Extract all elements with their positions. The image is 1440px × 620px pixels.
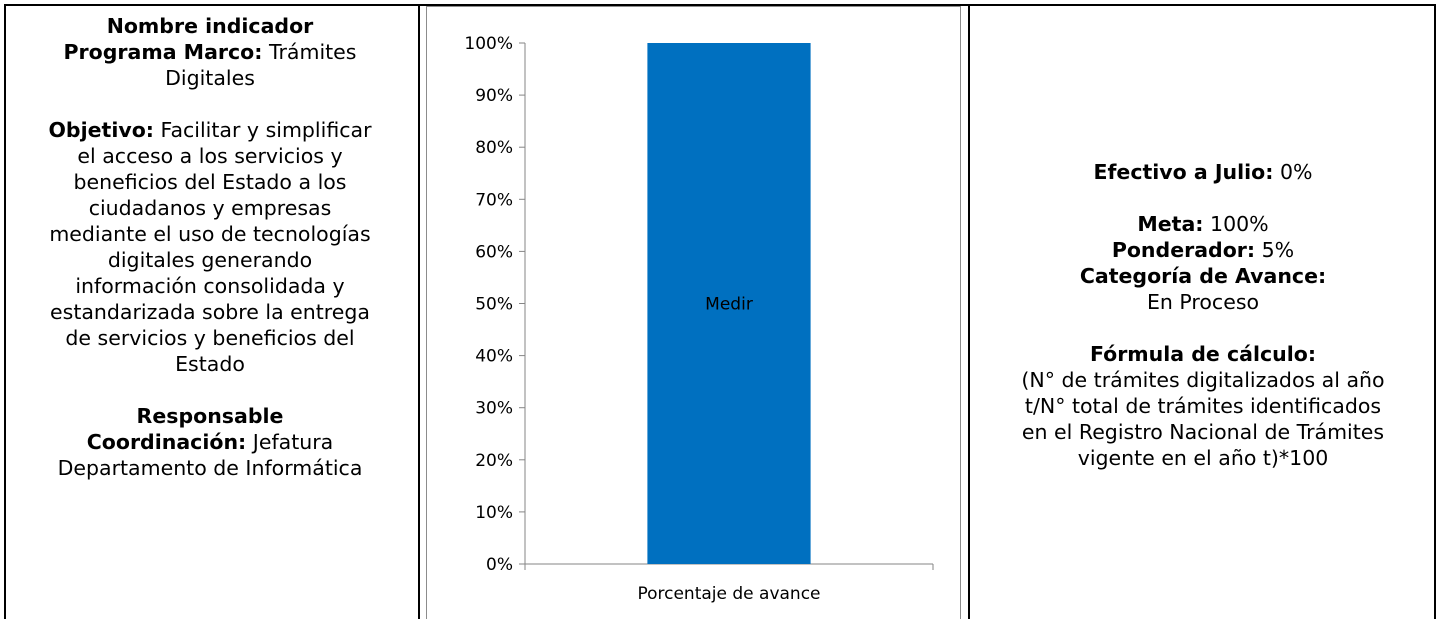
table-divider-2 [968, 4, 970, 619]
nombre-indicador-label: Nombre indicador [106, 14, 314, 38]
objetivo-line: Estado [175, 352, 245, 376]
indicator-info: Nombre indicador Programa Marco: Trámite… [8, 13, 412, 481]
objetivo-line: de servicios y beneficios del [65, 326, 355, 350]
formula-line: en el Registro Nacional de Trámites [1021, 420, 1385, 444]
meta-value: 100% [1210, 212, 1269, 236]
formula-line: t/N° total de trámites identificados [1024, 394, 1382, 418]
table-right-border [1434, 4, 1436, 619]
y-tick-label: 40% [475, 347, 513, 367]
y-tick-label: 90% [475, 86, 513, 106]
indicator-table [4, 4, 1436, 619]
formula-line: vigente en el año t)*100 [1077, 446, 1329, 470]
coordinacion-label: Coordinación: [86, 430, 247, 454]
chart-panel: 0% 10% 20% 30% 40% 50% 60% 70% 80% 90% 100% Medir Po… [426, 6, 961, 619]
objetivo-line: digitales generando [107, 248, 313, 272]
programa-marco-value: Trámites [268, 40, 357, 64]
objetivo-line: información consolidada y [75, 274, 345, 298]
programa-marco-label: Programa Marco: [63, 40, 263, 64]
y-tick-label: 70% [475, 190, 513, 210]
coordinacion-value-cont: Departamento de Informática [57, 456, 363, 480]
categoria-label: Categoría de Avance: [1079, 264, 1327, 288]
ponderador-label: Ponderador: [1111, 238, 1256, 262]
objetivo-line: el acceso a los servicios y [77, 144, 343, 168]
objetivo-text: Facilitar y simplificar [160, 118, 372, 142]
y-tick-label: 100% [464, 34, 513, 54]
table-top-border [4, 4, 1436, 6]
bar [647, 43, 811, 564]
x-tick-label: Porcentaje de avance [637, 584, 820, 604]
formula-line: (N° de trámites digitalizados al año [1021, 368, 1385, 392]
objetivo-line: ciudadanos y empresas [88, 196, 332, 220]
y-tick-label: 20% [475, 451, 513, 471]
formula-label: Fórmula de cálculo: [1089, 342, 1317, 366]
y-tick-label: 80% [475, 138, 513, 158]
meta-label: Meta: [1137, 212, 1204, 236]
indicator-status: Efectivo a Julio: 0% Meta: 100% Ponderad… [973, 159, 1433, 471]
bar-data-label: Medir [705, 295, 753, 315]
y-tick-label: 10% [475, 503, 513, 523]
table-left-border [4, 4, 6, 619]
coordinacion-value: Jefatura [252, 430, 334, 454]
objetivo-line: mediante el uso de tecnologías [49, 222, 371, 246]
programa-marco-value-cont: Digitales [165, 66, 255, 90]
categoria-value: En Proceso [1146, 290, 1260, 314]
table-divider-1 [418, 4, 420, 619]
objetivo-line: beneficios del Estado a los [73, 170, 347, 194]
ponderador-value: 5% [1261, 238, 1295, 262]
objetivo-label: Objetivo: [48, 118, 155, 142]
efectivo-value: 0% [1279, 160, 1313, 184]
y-tick-label: 60% [475, 242, 513, 262]
responsable-label: Responsable [136, 404, 284, 428]
y-tick-label: 0% [486, 555, 513, 575]
bar-chart: 0% 10% 20% 30% 40% 50% 60% 70% 80% 90% 100% Medir Po… [464, 34, 934, 604]
y-tick-label: 30% [475, 399, 513, 419]
efectivo-label: Efectivo a Julio: [1093, 160, 1274, 184]
objetivo-line: estandarizada sobre la entrega [50, 300, 370, 324]
y-tick-label: 50% [475, 295, 513, 315]
